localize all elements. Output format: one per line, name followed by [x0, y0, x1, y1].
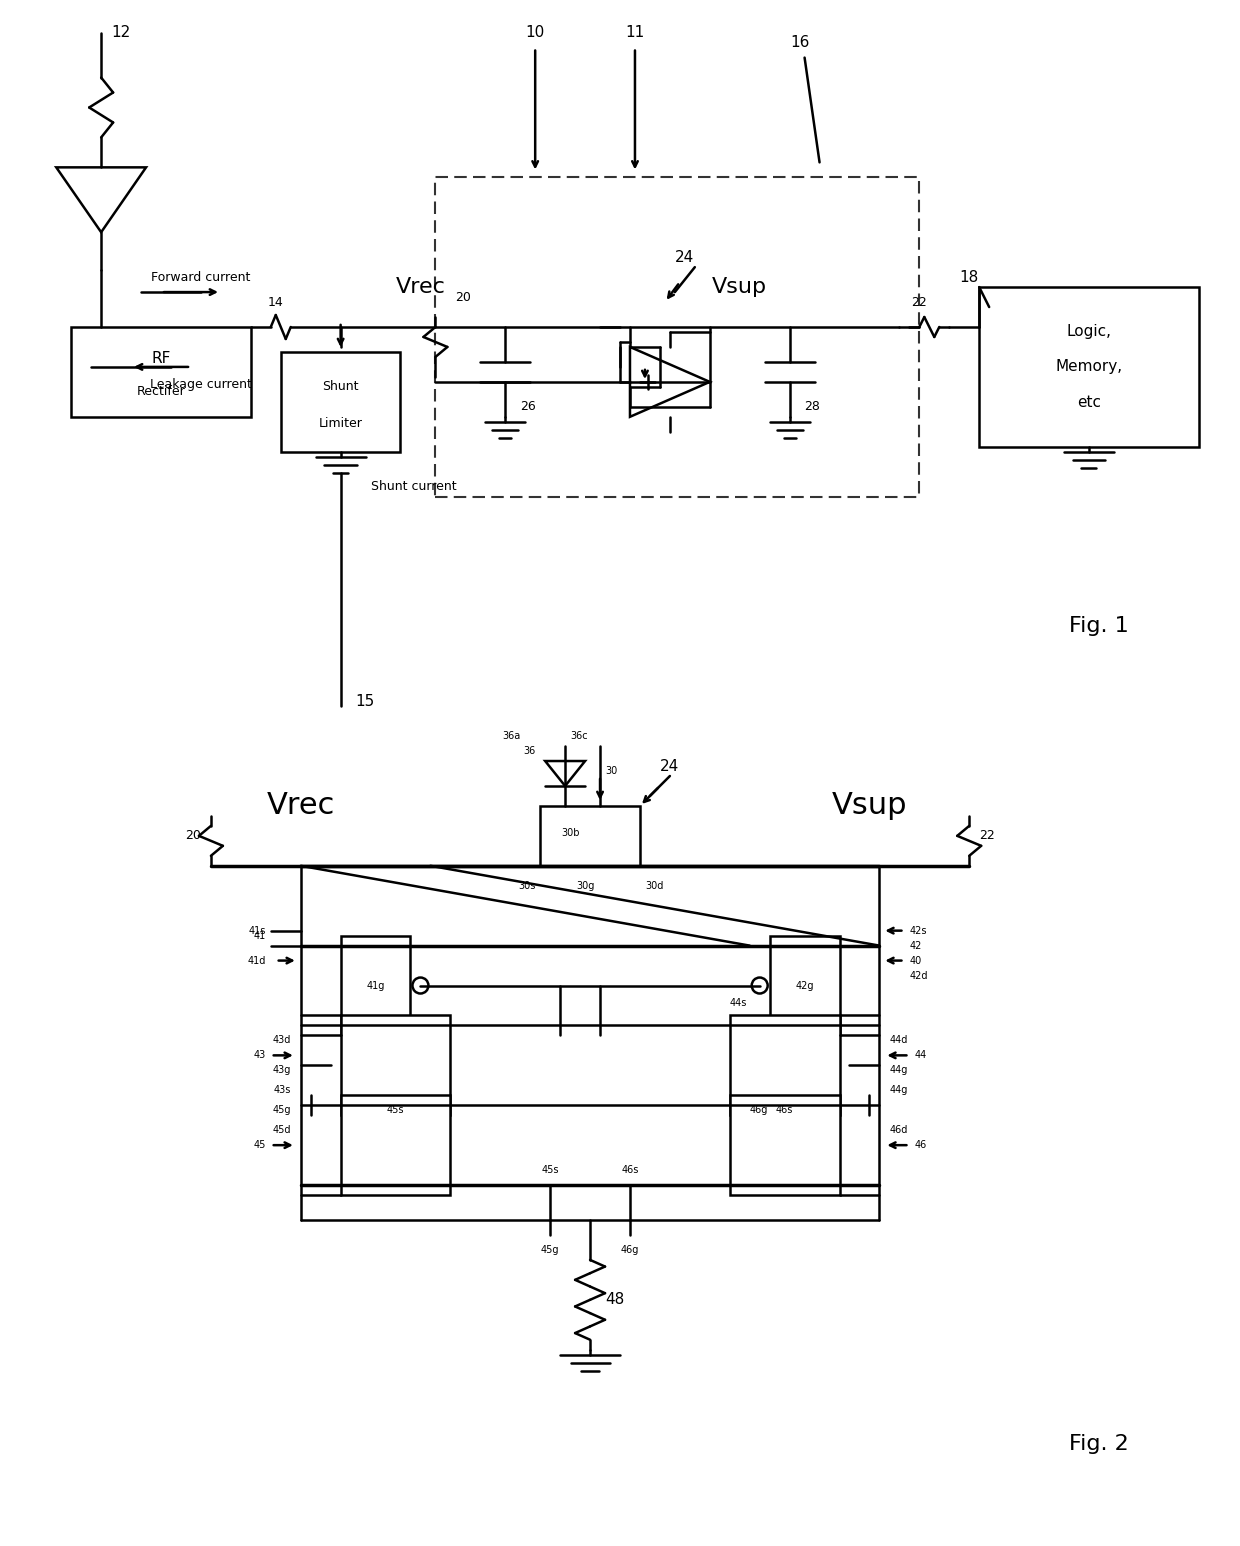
Text: 20: 20: [185, 829, 201, 843]
Text: Fig. 1: Fig. 1: [1069, 617, 1128, 637]
Bar: [541, 805, 640, 866]
Text: 45s: 45s: [542, 1166, 559, 1175]
Text: 30g: 30g: [575, 881, 594, 890]
Bar: [341, 935, 410, 1036]
Text: 30: 30: [605, 765, 618, 776]
Text: 46g: 46g: [621, 1245, 639, 1255]
Bar: [730, 1095, 839, 1195]
Text: 30s: 30s: [518, 881, 536, 890]
Text: Leakage current: Leakage current: [150, 379, 252, 391]
Text: 10: 10: [526, 25, 544, 40]
Text: 45: 45: [253, 1139, 265, 1150]
Text: 30d: 30d: [645, 881, 663, 890]
Text: 41g: 41g: [366, 980, 384, 991]
Text: 44: 44: [914, 1050, 926, 1061]
Text: 41d: 41d: [248, 955, 265, 966]
Text: 44s: 44s: [730, 999, 748, 1008]
Text: 43d: 43d: [273, 1036, 290, 1045]
Text: 42d: 42d: [909, 971, 928, 980]
Text: 36: 36: [523, 747, 536, 756]
Text: 44d: 44d: [889, 1036, 908, 1045]
Text: 42s: 42s: [909, 926, 926, 935]
Text: 43g: 43g: [273, 1065, 290, 1076]
Text: 26: 26: [521, 400, 536, 413]
Text: Vrec: Vrec: [396, 277, 445, 297]
Text: 18: 18: [960, 269, 978, 284]
Text: 14: 14: [268, 295, 284, 309]
Text: Shunt: Shunt: [322, 380, 358, 393]
Text: 24: 24: [660, 759, 680, 773]
Text: 46s: 46s: [621, 1166, 639, 1175]
Text: 36c: 36c: [570, 731, 588, 741]
Text: 45d: 45d: [273, 1125, 290, 1135]
Text: 22: 22: [980, 829, 994, 843]
Text: Rectifer: Rectifer: [136, 385, 186, 399]
Text: 11: 11: [625, 25, 645, 40]
Text: Vsup: Vsup: [832, 792, 908, 821]
Bar: [980, 288, 1199, 447]
Text: 45s: 45s: [387, 1105, 404, 1115]
Text: 41s: 41s: [248, 926, 265, 935]
Text: Limiter: Limiter: [319, 417, 362, 430]
Text: 42g: 42g: [795, 980, 813, 991]
Text: 22: 22: [911, 295, 928, 309]
Text: 24: 24: [676, 249, 694, 264]
Bar: [71, 328, 250, 417]
Text: Logic,: Logic,: [1066, 325, 1111, 339]
Text: Vrec: Vrec: [267, 792, 335, 821]
Text: 46s: 46s: [776, 1105, 794, 1115]
Text: 44g: 44g: [889, 1065, 908, 1076]
Text: etc: etc: [1078, 394, 1101, 410]
Text: 45g: 45g: [273, 1105, 290, 1115]
Text: 46: 46: [914, 1139, 926, 1150]
Text: 43: 43: [253, 1050, 265, 1061]
Text: 16: 16: [790, 36, 810, 49]
Text: 46d: 46d: [889, 1125, 908, 1135]
Text: 28: 28: [805, 400, 821, 413]
Bar: [730, 1016, 839, 1115]
Text: 40: 40: [909, 955, 921, 966]
Bar: [435, 178, 919, 496]
Text: 42: 42: [909, 940, 921, 951]
Text: 36a: 36a: [502, 731, 521, 741]
Text: 48: 48: [605, 1292, 624, 1308]
Text: Vsup: Vsup: [712, 277, 768, 297]
Text: Shunt current: Shunt current: [371, 481, 456, 493]
Bar: [341, 1095, 450, 1195]
Text: 41: 41: [253, 931, 265, 940]
Bar: [280, 352, 401, 451]
Bar: [770, 935, 839, 1036]
Text: RF: RF: [151, 351, 171, 366]
Text: 44g: 44g: [889, 1085, 908, 1095]
Text: 30b: 30b: [560, 827, 579, 838]
Text: Forward current: Forward current: [151, 271, 250, 283]
Text: 12: 12: [112, 25, 130, 40]
Text: 20: 20: [455, 291, 471, 303]
Text: Fig. 2: Fig. 2: [1069, 1435, 1128, 1455]
Text: Memory,: Memory,: [1055, 359, 1122, 374]
Text: 15: 15: [356, 694, 374, 708]
Bar: [341, 1016, 450, 1115]
Text: 46g: 46g: [750, 1105, 768, 1115]
Text: 43s: 43s: [273, 1085, 290, 1095]
Text: 45g: 45g: [541, 1245, 559, 1255]
